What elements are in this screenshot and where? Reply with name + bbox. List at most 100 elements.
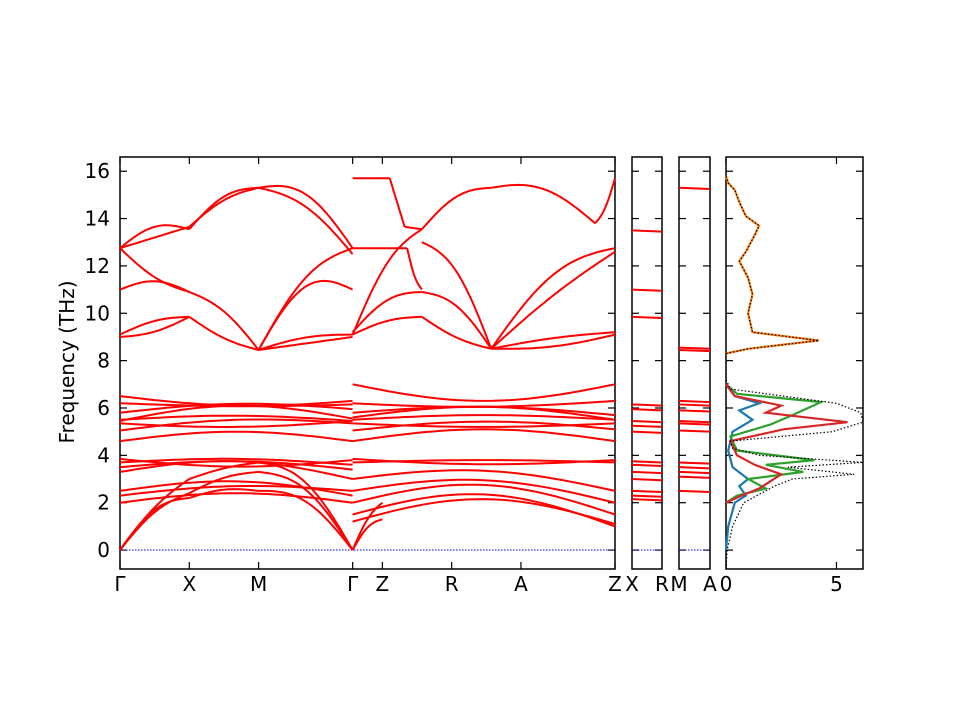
x-tick-label: Z xyxy=(608,572,622,596)
phonon-band xyxy=(678,470,711,475)
phonon-band xyxy=(678,420,711,424)
phonon-band xyxy=(119,404,353,422)
y-tick-label: 4 xyxy=(97,443,110,467)
x-tick-label: 0 xyxy=(720,572,733,596)
y-tick-label: 16 xyxy=(85,159,110,183)
x-tick-label: A xyxy=(703,572,717,596)
x-tick-label: R xyxy=(445,572,459,596)
phonon-band xyxy=(352,315,422,336)
x-tick-label: M xyxy=(250,572,267,596)
phonon-band xyxy=(404,225,423,231)
acoustic-band xyxy=(351,518,383,551)
dos-frame xyxy=(725,156,864,570)
dos-curve xyxy=(724,175,819,355)
acoustic-band xyxy=(188,488,259,499)
phonon-band xyxy=(421,241,493,350)
phonon-band xyxy=(421,186,492,230)
phonon-band xyxy=(678,466,711,470)
phonon-band xyxy=(491,331,616,350)
phonon-band xyxy=(678,186,711,190)
phonon-band xyxy=(258,336,353,351)
phonon-band xyxy=(119,418,353,432)
phonon-band xyxy=(490,247,616,350)
x-tick-label: 5 xyxy=(830,572,843,596)
phonon-band xyxy=(352,383,616,402)
phonon-band xyxy=(119,315,190,336)
phonon-band xyxy=(119,280,190,293)
phonon-band xyxy=(188,186,259,230)
phonon-band xyxy=(188,315,259,351)
acoustic-band xyxy=(119,478,190,551)
phonon-band xyxy=(119,457,353,466)
y-tick-label: 6 xyxy=(97,396,110,420)
phonon-band xyxy=(631,470,663,475)
phonon-band xyxy=(119,315,190,338)
y-axis-label: Frequency (THz) xyxy=(55,280,79,443)
acoustic-band xyxy=(258,489,354,551)
y-tick-label: 12 xyxy=(85,254,110,278)
phonon-band xyxy=(352,459,616,464)
phonon-band xyxy=(119,485,353,497)
phonon-band xyxy=(352,483,616,516)
phonon-band xyxy=(119,247,190,293)
x-tick-label: Z xyxy=(375,572,389,596)
x-tick-label: M xyxy=(670,572,687,596)
phonon-band xyxy=(421,315,492,350)
dos-curve xyxy=(724,383,763,551)
phonon-band xyxy=(678,489,711,494)
phonon-band xyxy=(257,279,354,351)
phonon-band xyxy=(678,348,711,353)
phonon-band xyxy=(188,291,260,351)
y-tick-label: 2 xyxy=(97,491,110,515)
phonon-band xyxy=(631,403,663,407)
phonon-band xyxy=(631,478,663,482)
phonon-band xyxy=(678,429,711,433)
phonon-band xyxy=(352,414,616,421)
x-tick-label: X xyxy=(625,572,639,596)
phonon-band xyxy=(678,403,711,407)
x-tick-label: Γ xyxy=(347,572,359,596)
phonon-band xyxy=(119,414,353,422)
phonon-band xyxy=(678,461,711,465)
phonon-band xyxy=(352,405,616,421)
phonon-band xyxy=(631,229,663,233)
band-frame xyxy=(119,156,616,570)
phonon-band xyxy=(119,430,353,443)
acoustic-band xyxy=(119,497,190,551)
phonon-band xyxy=(678,346,711,350)
acoustic-band xyxy=(351,501,384,551)
phonon-band xyxy=(491,183,596,225)
phonon-band xyxy=(352,478,616,504)
phonon-band xyxy=(678,399,711,404)
phonon-band xyxy=(631,430,663,434)
phonon-band xyxy=(631,460,663,464)
phonon-band xyxy=(421,291,493,350)
phonon-band xyxy=(631,288,663,292)
y-tick-label: 8 xyxy=(97,349,110,373)
x-tick-label: Γ xyxy=(114,572,126,596)
phonon-band xyxy=(490,250,616,350)
phonon-band xyxy=(119,402,353,414)
dos-curve xyxy=(725,175,864,570)
phonon-band xyxy=(631,420,663,424)
phonon-band xyxy=(631,424,663,428)
phonon-band xyxy=(491,333,616,350)
y-tick-label: 14 xyxy=(85,207,110,231)
acoustic-band xyxy=(258,470,354,551)
phonon-band xyxy=(678,409,711,413)
y-tick-label: 0 xyxy=(97,538,110,562)
phonon-band xyxy=(258,184,354,249)
m-a-frame xyxy=(678,156,711,570)
phonon-band xyxy=(352,469,616,492)
phonon-band xyxy=(119,225,190,250)
phonon-band xyxy=(352,498,616,525)
phonon-band xyxy=(352,428,616,443)
phonon-band xyxy=(352,420,616,432)
phonon-band xyxy=(631,494,663,498)
acoustic-band xyxy=(188,470,259,495)
phonon-band xyxy=(406,247,423,291)
